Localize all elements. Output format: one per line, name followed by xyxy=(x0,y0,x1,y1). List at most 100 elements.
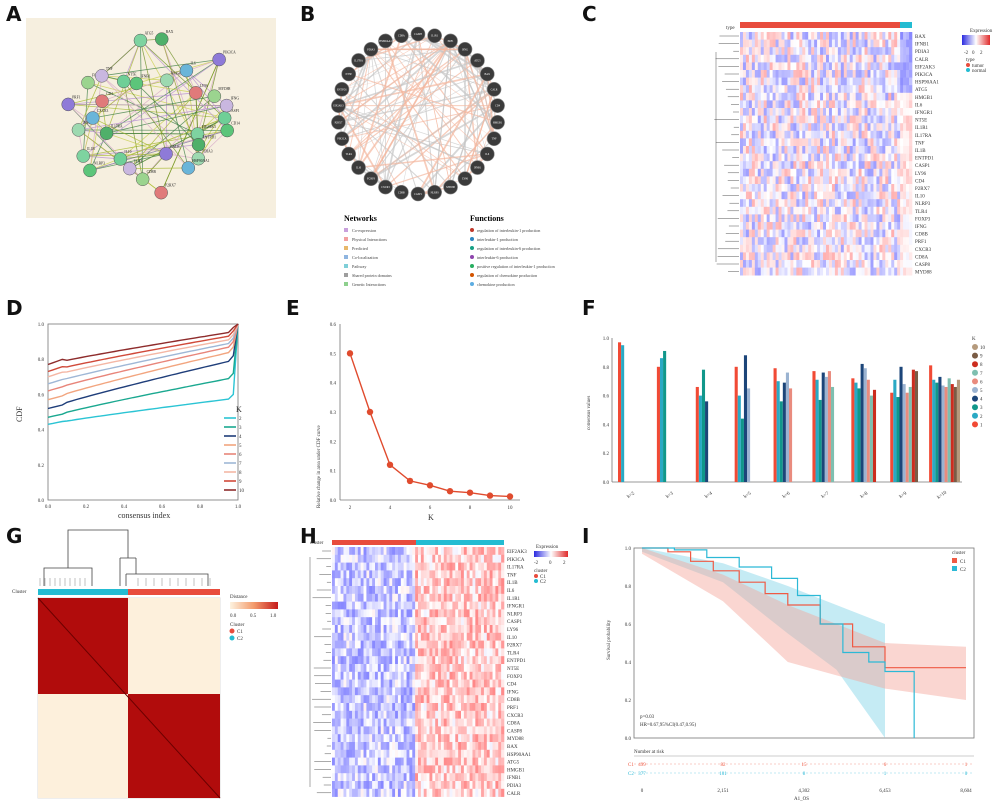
heatmap-h-cell xyxy=(352,547,356,556)
heatmap-c-cell xyxy=(784,161,788,170)
heatmap-c-cell xyxy=(823,244,827,253)
heatmap-h-cell xyxy=(400,757,404,766)
heatmap-h-cell xyxy=(449,664,453,673)
heatmap-h-cell xyxy=(452,757,456,766)
ppi-node-label: IL6 xyxy=(190,62,195,66)
heatmap-c-cell xyxy=(858,184,862,192)
heatmap-c-gene-label: IL1B xyxy=(915,149,926,154)
heatmap-h-cell xyxy=(481,601,485,610)
heatmap-c-cell xyxy=(775,70,779,78)
heatmap-c-cell xyxy=(775,267,779,276)
genemania-node xyxy=(479,146,495,162)
heatmap-c-cell xyxy=(754,229,759,238)
heatmap-c-cell xyxy=(843,267,848,276)
heatmap-c-cell xyxy=(888,62,892,71)
heatmap-h-cell xyxy=(446,742,450,751)
heatmap-c-cell xyxy=(757,108,762,116)
heatmap-c-cell xyxy=(748,115,753,124)
heatmap-c-gene-label: CASP1 xyxy=(915,164,931,169)
cdf-curve-k2 xyxy=(47,323,239,425)
ppi-node xyxy=(113,152,128,166)
consensus-legend-swatch xyxy=(972,421,978,428)
heatmap-c-cell xyxy=(840,252,845,261)
heatmap-c-cell xyxy=(831,214,836,223)
ppi-node-label: CD8B xyxy=(147,170,157,174)
heatmap-c-cell xyxy=(864,260,868,268)
heatmap-h-cell xyxy=(389,765,393,774)
heatmap-h-cell xyxy=(360,734,364,743)
heatmap-h-cell xyxy=(495,703,499,712)
heatmap-c-cell xyxy=(864,199,868,208)
risk-cell: 1 xyxy=(884,772,887,777)
heatmap-h-cell xyxy=(466,640,470,649)
heatmap-c-cell xyxy=(772,252,776,261)
heatmap-c-cell xyxy=(885,85,889,94)
heatmap-h-cell xyxy=(423,757,427,766)
heatmap-c-cell xyxy=(906,214,910,223)
heatmap-h-cell xyxy=(469,632,473,641)
heatmap-h-cell xyxy=(418,757,422,766)
heatmap-h-cell xyxy=(380,765,384,774)
cdf-curve-k5 xyxy=(47,323,239,401)
survival-curve-c1 xyxy=(642,547,966,669)
distance-tick-1: 0.5 xyxy=(250,614,257,619)
heatmap-c-cell xyxy=(870,47,874,56)
heatmap-c-cell xyxy=(740,108,744,116)
cdf-curve-k6 xyxy=(47,323,239,392)
heatmap-h-cell xyxy=(469,609,473,618)
heatmap-c-cell xyxy=(837,62,842,71)
heatmap-h-cell xyxy=(363,671,367,680)
heatmap-h-cell xyxy=(449,671,453,680)
heatmap-h-cell xyxy=(400,788,404,797)
heatmap-h-cell xyxy=(486,617,490,626)
heatmap-h-cell xyxy=(406,609,410,618)
ppi-node xyxy=(61,97,75,112)
ppi-edge xyxy=(82,82,89,157)
genemania-edge xyxy=(338,105,478,168)
heatmap-h-cell xyxy=(409,679,413,688)
heatmap-h-cell xyxy=(332,765,336,774)
heatmap-c-cell xyxy=(781,184,785,192)
heatmap-c-cell xyxy=(802,85,806,94)
heatmap-c-cell xyxy=(831,32,836,40)
heatmap-h-cell xyxy=(458,710,462,719)
heatmap-h-cell xyxy=(380,671,384,680)
heatmap-c-cell xyxy=(784,146,788,154)
heatmap-h-cell xyxy=(446,765,450,774)
heatmap-h-cell xyxy=(440,664,445,673)
heatmap-c-cell xyxy=(781,161,785,170)
heatmap-c-cell xyxy=(742,237,747,246)
heatmap-c-cell xyxy=(745,115,750,124)
heatmap-c-cell xyxy=(754,161,759,170)
heatmap-h-cell xyxy=(449,773,453,782)
heatmap-h-cell xyxy=(501,547,505,556)
heatmap-h-cell xyxy=(461,593,465,602)
heatmap-c-cell xyxy=(772,70,776,78)
heatmap-c-cell xyxy=(754,237,759,246)
heatmap-h-cell xyxy=(403,749,407,758)
heatmap-h-cell xyxy=(375,788,379,797)
heatmap-h-cell xyxy=(443,773,447,782)
heatmap-h-cell xyxy=(403,781,407,790)
heatmap-h-cell xyxy=(423,765,427,774)
heatmap-h-cell xyxy=(489,734,493,743)
heatmap-h-cell xyxy=(501,648,505,657)
heatmap-h-gene-label: NLRP3 xyxy=(507,612,523,617)
heatmap-c-cell xyxy=(837,184,842,192)
heatmap-h-cell xyxy=(446,757,450,766)
heatmap-c-cell xyxy=(814,138,818,147)
heatmap-h-cell xyxy=(392,656,396,665)
heatmap-h-cell xyxy=(423,656,427,665)
heatmap-h-cell xyxy=(486,718,490,727)
heatmap-c-cell xyxy=(763,222,767,230)
heatmap-h-cell xyxy=(395,687,399,696)
heatmap-c-cell xyxy=(897,146,901,154)
ppi-node-label: P2RX7 xyxy=(165,184,176,188)
heatmap-h-cell xyxy=(492,742,496,751)
heatmap-h-cell xyxy=(489,765,493,774)
heatmap-h-cell xyxy=(446,640,450,649)
heatmap-h-cell xyxy=(463,773,468,782)
heatmap-c-cell xyxy=(855,206,859,215)
heatmap-c-cell xyxy=(814,77,818,86)
heatmap-c-cell xyxy=(790,39,794,48)
